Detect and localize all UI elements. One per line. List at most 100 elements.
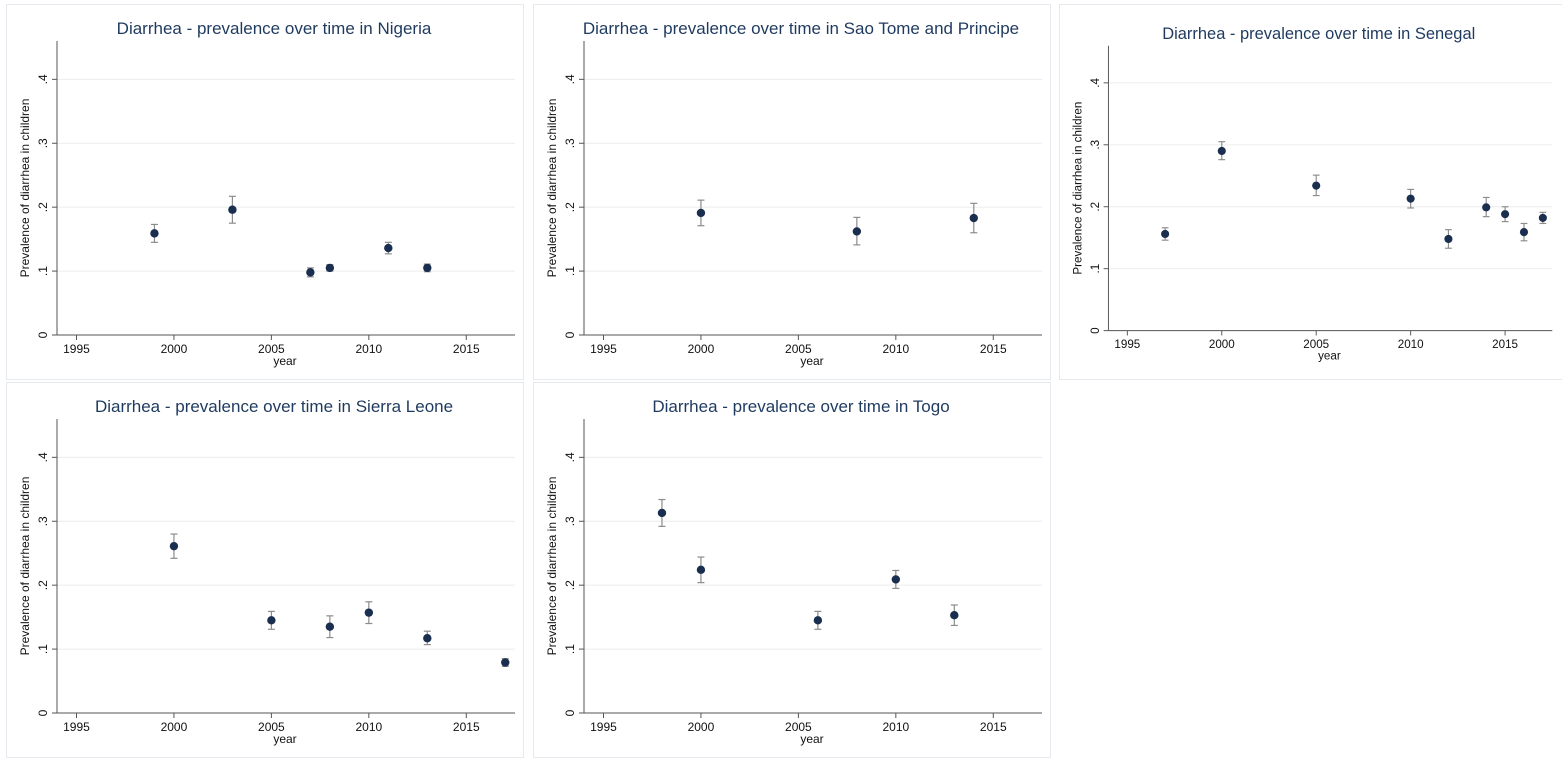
data-point bbox=[1519, 228, 1529, 237]
x-tick-label: 1995 bbox=[63, 720, 90, 734]
data-point bbox=[950, 611, 959, 620]
y-axis-label: Prevalence of diarrhea in children bbox=[545, 99, 559, 278]
y-axis-label: Prevalence of diarrhea in children bbox=[18, 99, 32, 278]
x-tick-label: 2010 bbox=[355, 720, 382, 734]
x-tick-label: 2010 bbox=[355, 342, 382, 356]
scatter-chart: Diarrhea - prevalence over time in Togo 0… bbox=[545, 397, 1042, 746]
x-tick-label: 2000 bbox=[1209, 338, 1235, 351]
chart-title: Diarrhea - prevalence over time in Sierr… bbox=[95, 397, 453, 416]
scatter-chart: Diarrhea - prevalence over time in Seneg… bbox=[1071, 25, 1553, 363]
y-tick-label: .3 bbox=[563, 138, 577, 148]
chart-title: Diarrhea - prevalence over time in Niger… bbox=[117, 19, 432, 38]
data-point bbox=[306, 268, 315, 277]
scatter-chart: Diarrhea - prevalence over time in Sao T… bbox=[545, 19, 1042, 368]
y-tick-label: .1 bbox=[36, 266, 50, 276]
x-tick-label: 2010 bbox=[882, 342, 909, 356]
data-point bbox=[1538, 213, 1547, 222]
y-tick-label: .2 bbox=[563, 580, 577, 590]
chart-title: Diarrhea - prevalence over time in Sao T… bbox=[583, 19, 1019, 38]
y-tick-label: .3 bbox=[36, 138, 50, 148]
x-tick-label: 2000 bbox=[688, 720, 715, 734]
data-point bbox=[1444, 234, 1453, 244]
x-tick-label: 1995 bbox=[590, 342, 617, 356]
x-axis-label: year bbox=[800, 732, 823, 746]
data-point bbox=[325, 622, 335, 631]
x-tick-label: 2015 bbox=[980, 342, 1007, 356]
x-tick-label: 1995 bbox=[590, 720, 617, 734]
data-point bbox=[501, 658, 510, 667]
chart-panel-togo: Diarrhea - prevalence over time in Togo 0… bbox=[533, 382, 1051, 758]
y-tick-label: .2 bbox=[36, 202, 50, 212]
x-tick-label: 2000 bbox=[161, 342, 188, 356]
y-tick-label: .3 bbox=[36, 516, 50, 526]
y-tick-label: .4 bbox=[36, 452, 50, 462]
y-tick-label: .4 bbox=[1089, 77, 1102, 87]
y-tick-label: .3 bbox=[563, 516, 577, 526]
y-tick-label: .4 bbox=[563, 452, 577, 462]
x-tick-label: 2015 bbox=[453, 720, 480, 734]
scatter-chart: Diarrhea - prevalence over time in Sierr… bbox=[18, 397, 515, 746]
y-tick-label: .4 bbox=[563, 74, 577, 84]
chart-panel-nigeria: Diarrhea - prevalence over time in Niger… bbox=[6, 4, 524, 380]
y-tick-label: .1 bbox=[1089, 264, 1102, 274]
data-point bbox=[1501, 210, 1510, 219]
x-tick-label: 2005 bbox=[785, 720, 812, 734]
x-tick-label: 2015 bbox=[1492, 338, 1518, 351]
data-point bbox=[1161, 229, 1170, 239]
x-tick-label: 2015 bbox=[453, 342, 480, 356]
x-axis-label: year bbox=[273, 732, 296, 746]
x-tick-label: 2005 bbox=[1303, 338, 1329, 351]
y-tick-label: .1 bbox=[563, 266, 577, 276]
x-tick-label: 1995 bbox=[1114, 338, 1140, 351]
data-point bbox=[325, 263, 335, 273]
y-axis-label: Prevalence of diarrhea in children bbox=[545, 477, 559, 656]
y-tick-label: 0 bbox=[563, 331, 577, 338]
data-point bbox=[267, 616, 276, 625]
data-point bbox=[1482, 203, 1491, 212]
x-axis-label: year bbox=[273, 354, 296, 368]
data-point bbox=[228, 205, 237, 214]
chart-title: Diarrhea - prevalence over time in Togo bbox=[652, 397, 949, 416]
data-point bbox=[696, 208, 706, 218]
data-point bbox=[813, 616, 823, 625]
data-point bbox=[423, 263, 432, 273]
y-tick-label: .1 bbox=[36, 644, 50, 654]
y-tick-label: .1 bbox=[563, 644, 577, 654]
x-axis-label: year bbox=[800, 354, 823, 368]
chart-panel-senegal: Diarrhea - prevalence over time in Seneg… bbox=[1059, 4, 1562, 380]
x-tick-label: 1995 bbox=[63, 342, 90, 356]
y-tick-label: 0 bbox=[36, 331, 50, 338]
chart-panel-sao-tome-and-principe: Diarrhea - prevalence over time in Sao T… bbox=[533, 4, 1051, 380]
data-point bbox=[969, 213, 978, 223]
x-tick-label: 2005 bbox=[785, 342, 812, 356]
chart-panel-sierra-leone: Diarrhea - prevalence over time in Sierr… bbox=[6, 382, 524, 758]
y-tick-label: .2 bbox=[36, 580, 50, 590]
data-point bbox=[384, 243, 393, 253]
chart-title: Diarrhea - prevalence over time in Seneg… bbox=[1162, 25, 1475, 43]
x-tick-label: 2010 bbox=[882, 720, 909, 734]
data-point bbox=[1312, 181, 1321, 190]
data-point bbox=[364, 608, 374, 617]
y-tick-label: .2 bbox=[563, 202, 577, 212]
data-point bbox=[423, 634, 432, 643]
y-tick-label: 0 bbox=[563, 709, 577, 716]
y-tick-label: .3 bbox=[1089, 140, 1102, 150]
y-tick-label: 0 bbox=[36, 709, 50, 716]
x-tick-label: 2010 bbox=[1398, 338, 1424, 351]
data-point bbox=[1217, 146, 1226, 156]
data-point bbox=[150, 229, 159, 238]
y-axis-label: Prevalence of diarrhea in children bbox=[1071, 102, 1084, 275]
x-tick-label: 2015 bbox=[980, 720, 1007, 734]
y-axis-label: Prevalence of diarrhea in children bbox=[18, 477, 32, 656]
x-tick-label: 2005 bbox=[258, 342, 285, 356]
data-point bbox=[696, 565, 706, 575]
y-tick-label: .2 bbox=[1089, 202, 1102, 212]
data-point bbox=[657, 508, 667, 518]
data-point bbox=[1406, 194, 1415, 203]
data-point bbox=[891, 575, 901, 584]
data-point bbox=[169, 541, 179, 551]
x-tick-label: 2000 bbox=[688, 342, 715, 356]
x-tick-label: 2000 bbox=[161, 720, 188, 734]
scatter-chart: Diarrhea - prevalence over time in Niger… bbox=[18, 19, 515, 368]
y-tick-label: .4 bbox=[36, 74, 50, 84]
